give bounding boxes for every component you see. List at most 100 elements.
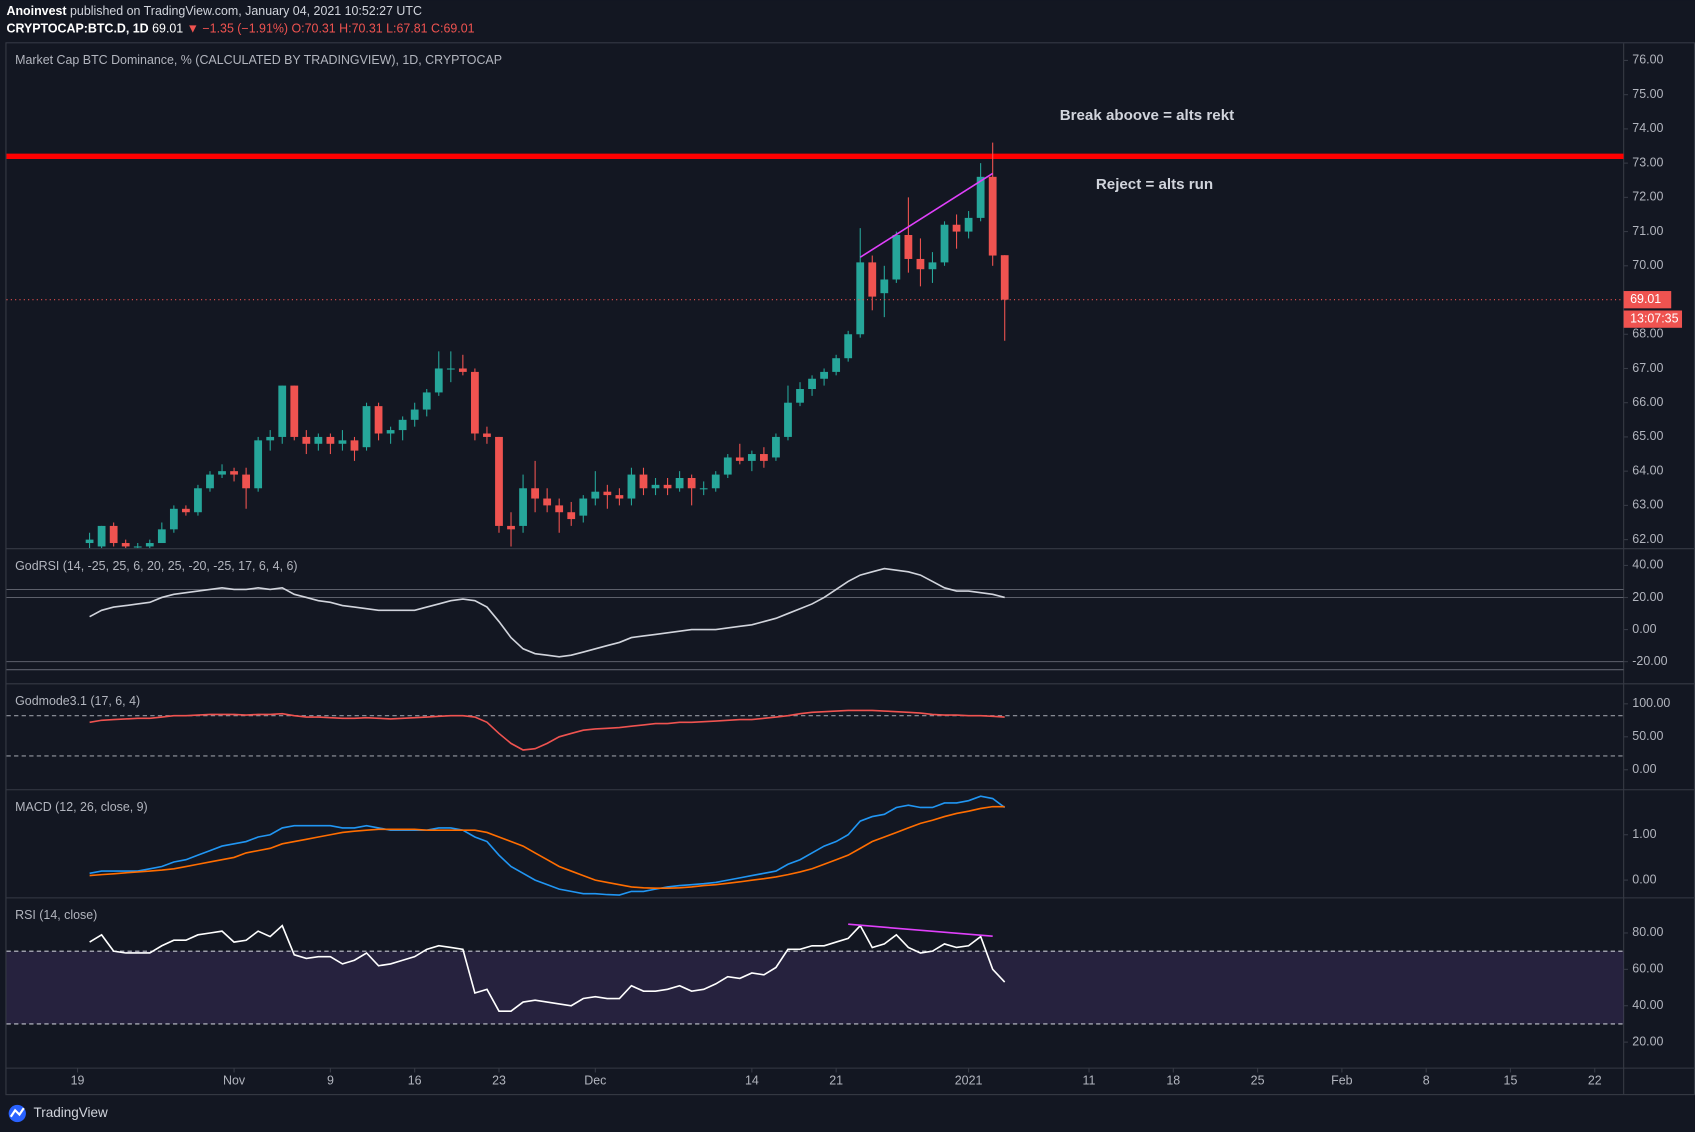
- candle-body: [338, 440, 347, 444]
- x-tick-label: 21: [829, 1073, 843, 1087]
- candle-body: [868, 262, 877, 297]
- candle-body: [579, 498, 588, 516]
- candle-body: [856, 262, 865, 335]
- candle-body: [458, 368, 467, 372]
- y-tick-label: -20.00: [1632, 654, 1667, 668]
- candle-body: [735, 457, 744, 461]
- candle-body: [892, 235, 901, 280]
- pane: [89, 795, 1006, 896]
- candle-body: [242, 474, 251, 489]
- candle-body: [206, 474, 214, 489]
- countdown-box: [1623, 310, 1683, 328]
- candle-body: [723, 457, 732, 475]
- candle-body: [904, 235, 913, 259]
- high: H:70.31: [339, 22, 383, 36]
- x-tick-label: 8: [1423, 1073, 1430, 1087]
- pane: [6, 709, 1624, 757]
- annotation: Break aboove = alts rekt: [1060, 107, 1234, 124]
- y-tick-label: 76.00: [1632, 53, 1663, 67]
- series-line: [89, 924, 1006, 1012]
- brand: TradingView: [34, 1105, 109, 1120]
- candle-body: [760, 454, 768, 461]
- x-tick-label: 22: [1588, 1073, 1602, 1087]
- candle-body: [567, 512, 576, 520]
- candle-body: [796, 389, 804, 403]
- y-tick-label: 70.00: [1632, 258, 1663, 272]
- plot-layer: 19 Nov 9 16 23 Dec 14 21 2021 11 18 25 Feb 8 15 22 62.00…: [6, 53, 1695, 1087]
- x-tick-label: 25: [1251, 1073, 1265, 1087]
- open: O:70.31: [292, 22, 336, 36]
- candle-body: [711, 474, 720, 489]
- x-tick-label: 19: [71, 1073, 85, 1087]
- candle-body: [615, 495, 624, 499]
- countdown-label: 13:07:35: [1630, 311, 1678, 325]
- candle-body: [350, 440, 359, 451]
- y-tick-label: 68.00: [1632, 327, 1663, 341]
- candle-body: [1000, 255, 1009, 300]
- logo: TradingView: [8, 1104, 109, 1123]
- candle-body: [182, 508, 190, 513]
- y-tick-label: 40.00: [1632, 998, 1663, 1012]
- candle-body: [976, 176, 985, 218]
- candle-body: [434, 368, 443, 393]
- candle-body: [952, 224, 961, 232]
- candle-body: [940, 224, 949, 263]
- candle-body: [386, 430, 395, 434]
- candle-body: [964, 217, 973, 232]
- pane-title: RSI (14, close): [15, 908, 97, 922]
- y-tick-label: 64.00: [1632, 463, 1663, 477]
- y-tick-label: 66.00: [1632, 395, 1663, 409]
- band: [6, 951, 1624, 1024]
- candle-body: [157, 529, 166, 544]
- candle-body: [555, 505, 564, 513]
- candle-body: [362, 406, 371, 448]
- change: ▼ −1.35 (−1.91%): [187, 22, 288, 36]
- series-line: [89, 805, 1005, 890]
- candle-body: [820, 371, 828, 379]
- candle-body: [507, 525, 515, 530]
- candle-body: [133, 546, 142, 548]
- candle-body: [290, 385, 299, 437]
- y-tick-label: 80.00: [1632, 925, 1663, 939]
- candle-body: [169, 508, 178, 530]
- y-tick-label: 40.00: [1632, 558, 1663, 572]
- y-tick-label: 50.00: [1632, 729, 1663, 743]
- candle-body: [808, 378, 816, 390]
- candle-body: [675, 478, 684, 489]
- candle-body: [832, 358, 841, 372]
- candle-body: [266, 436, 275, 441]
- pane-title: Market Cap BTC Dominance, % (CALCULATED …: [15, 53, 502, 67]
- candle-body: [928, 262, 937, 270]
- y-tick-label: 63.00: [1632, 498, 1663, 512]
- candle-body: [254, 440, 263, 489]
- candle-body: [85, 539, 94, 544]
- candle-body: [302, 436, 311, 444]
- published: published on TradingView.com, January 04…: [70, 4, 422, 18]
- x-tick-label: 15: [1504, 1073, 1518, 1087]
- candle-body: [218, 471, 226, 475]
- candle-body: [663, 484, 672, 489]
- trend-line: [859, 172, 994, 258]
- series-line: [89, 795, 1006, 896]
- candle-body: [446, 368, 455, 370]
- candle-body: [410, 409, 419, 420]
- x-tick-label: 9: [327, 1073, 334, 1087]
- x-tick-label: 23: [492, 1073, 506, 1087]
- candle-body: [699, 488, 708, 490]
- y-tick-label: 60.00: [1632, 962, 1663, 976]
- symbol-line: CRYPTOCAP:BTC.D, 1D 69.01 ▼ −1.35 (−1.91…: [6, 22, 474, 36]
- candle-body: [326, 436, 335, 444]
- candle-body: [747, 454, 756, 461]
- y-tick-label: 75.00: [1632, 87, 1663, 101]
- logo-mark: [9, 1107, 25, 1118]
- candle-body: [687, 478, 696, 489]
- y-tick-label: 62.00: [1632, 532, 1663, 546]
- candle-body: [314, 436, 323, 444]
- close: C:69.01: [431, 22, 475, 36]
- x-tick-label: 16: [408, 1073, 422, 1087]
- candle-body: [988, 176, 997, 256]
- y-tick-label: 72.00: [1632, 190, 1663, 204]
- pane: [6, 567, 1624, 671]
- candle-body: [121, 543, 130, 547]
